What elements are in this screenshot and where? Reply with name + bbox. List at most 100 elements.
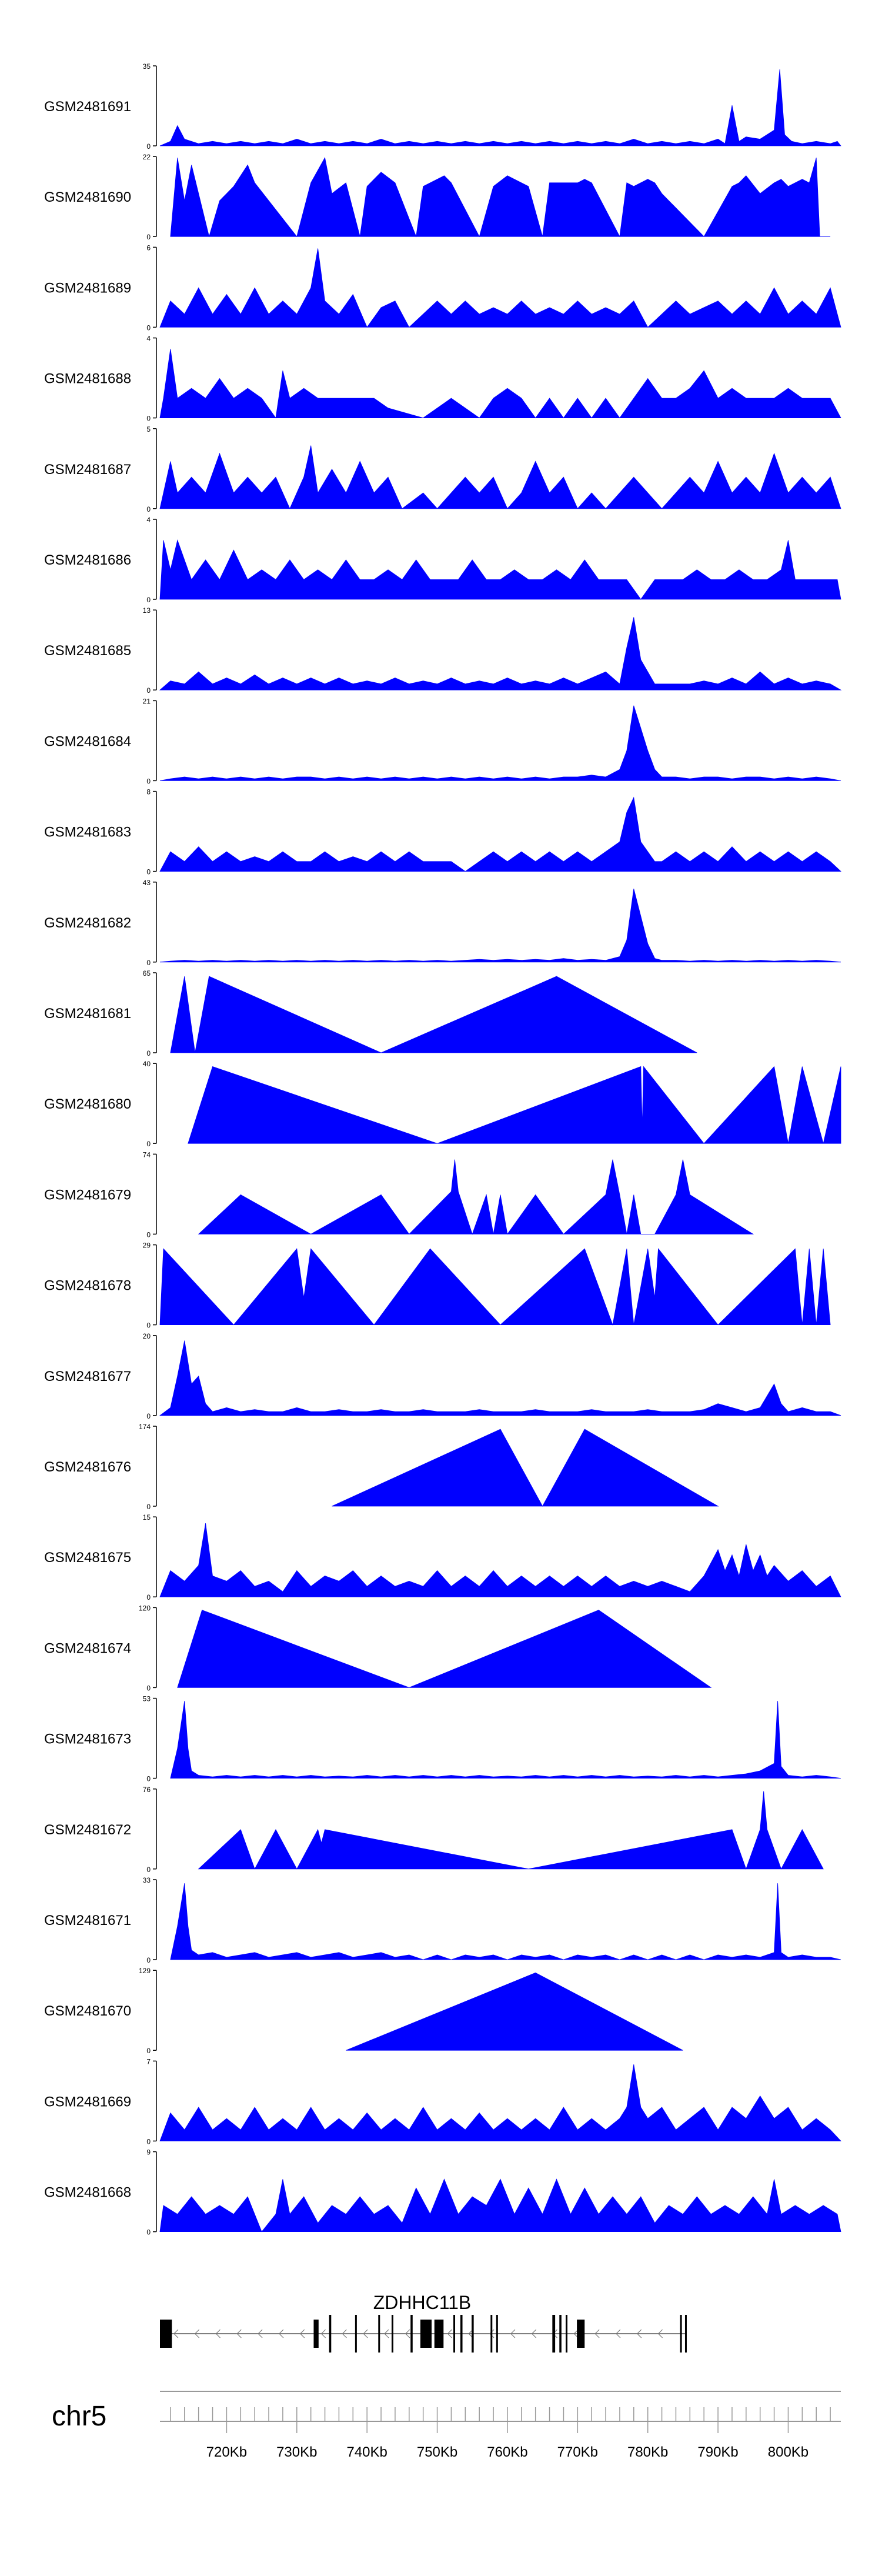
track-label: GSM2481685 <box>44 643 131 659</box>
strand-arrow <box>657 2329 663 2338</box>
strand-arrow <box>173 2329 179 2338</box>
gene-exon <box>378 2315 380 2353</box>
track-label: GSM2481689 <box>44 280 131 296</box>
x-tick-label: 760Kb <box>487 2444 527 2460</box>
gene-model <box>160 2315 687 2353</box>
track-GSM2481680: GSM2481680 40 0 <box>44 1060 841 1148</box>
y-tick-label-min: 0 <box>146 233 151 241</box>
y-tick-label-max: 20 <box>143 1332 151 1340</box>
gene-exon <box>391 2315 393 2353</box>
track-label: GSM2481674 <box>44 1640 131 1656</box>
x-tick-label: 800Kb <box>768 2444 808 2460</box>
y-tick-label-min: 0 <box>146 2228 151 2237</box>
chromosome-label: chr5 <box>52 2401 106 2432</box>
strand-arrow <box>194 2329 200 2338</box>
strand-arrow <box>594 2329 600 2338</box>
y-tick-label-max: 76 <box>143 1786 151 1794</box>
gene-exon <box>453 2315 456 2353</box>
y-tick-label-min: 0 <box>146 415 151 423</box>
track-GSM2481668: GSM2481668 9 0 <box>44 2148 841 2237</box>
coverage-area <box>170 1883 841 1960</box>
coverage-area <box>188 1066 841 1144</box>
track-GSM2481679: GSM2481679 74 0 <box>44 1150 754 1239</box>
y-tick-label-min: 0 <box>146 1049 151 1057</box>
x-tick-label: 750Kb <box>417 2444 457 2460</box>
track-label: GSM2481684 <box>44 733 131 749</box>
strand-arrow <box>510 2329 516 2338</box>
gene-exon <box>566 2315 568 2353</box>
y-tick-label-max: 9 <box>146 2148 151 2157</box>
track-GSM2481673: GSM2481673 53 0 <box>44 1695 841 1783</box>
strand-arrow <box>258 2329 263 2338</box>
coverage-area <box>159 2178 841 2233</box>
y-tick-label-max: 74 <box>143 1150 151 1159</box>
y-tick-label-max: 7 <box>146 2057 151 2066</box>
y-tick-label-min: 0 <box>146 1140 151 1148</box>
strand-arrow <box>299 2329 305 2338</box>
track-GSM2481690: GSM2481690 22 0 <box>44 153 831 241</box>
coverage-area <box>159 2064 841 2141</box>
track-GSM2481683: GSM2481683 8 0 <box>44 788 842 876</box>
gene-exon <box>559 2315 562 2353</box>
track-label: GSM2481679 <box>44 1187 131 1203</box>
track-GSM2481686: GSM2481686 4 0 <box>44 516 841 604</box>
y-tick-label-min: 0 <box>146 142 151 151</box>
y-tick-label-max: 13 <box>143 606 151 615</box>
coverage-area <box>346 1972 683 2051</box>
track-label: GSM2481671 <box>44 1913 131 1928</box>
track-GSM2481672: GSM2481672 76 0 <box>44 1786 824 1874</box>
y-tick-label-max: 29 <box>143 1242 151 1250</box>
x-tick-label: 790Kb <box>697 2444 738 2460</box>
coverage-area <box>159 445 841 509</box>
track-label: GSM2481676 <box>44 1459 131 1475</box>
track-GSM2481688: GSM2481688 4 0 <box>44 335 841 423</box>
coverage-area <box>159 705 841 781</box>
coverage-area <box>170 157 831 238</box>
strand-arrow <box>236 2329 242 2338</box>
y-tick-label-max: 22 <box>143 153 151 161</box>
coverage-area <box>159 69 841 146</box>
y-tick-label-min: 0 <box>146 1503 151 1511</box>
gene-exon <box>496 2315 498 2353</box>
y-tick-label-max: 33 <box>143 1876 151 1884</box>
coverage-tracks: GSM2481691350GSM2481690220GSM248168960GS… <box>44 62 842 2237</box>
gene-exon <box>552 2315 556 2353</box>
y-tick-label-max: 65 <box>143 969 151 977</box>
gene-model-track: ZDHHC11B <box>160 2292 687 2353</box>
y-tick-label-min: 0 <box>146 959 151 967</box>
y-tick-label-min: 0 <box>146 1593 151 1601</box>
gene-exon <box>410 2315 413 2353</box>
gene-name-label: ZDHHC11B <box>373 2292 472 2313</box>
coverage-area <box>159 248 841 328</box>
coverage-area <box>159 889 841 963</box>
track-label: GSM2481686 <box>44 552 131 568</box>
strand-arrow <box>573 2329 579 2338</box>
y-tick-label-min: 0 <box>146 686 151 695</box>
coverage-area <box>159 349 841 419</box>
y-tick-label-max: 35 <box>143 62 151 71</box>
coverage-area <box>159 617 842 690</box>
coverage-area <box>198 1159 754 1235</box>
y-tick-label-min: 0 <box>146 2137 151 2145</box>
track-label: GSM2481668 <box>44 2185 131 2201</box>
track-GSM2481685: GSM2481685 13 0 <box>44 606 842 695</box>
y-tick-label-max: 53 <box>143 1695 151 1703</box>
track-GSM2481677: GSM2481677 20 0 <box>44 1332 841 1420</box>
track-GSM2481681: GSM2481681 65 0 <box>44 969 697 1057</box>
track-label: GSM2481677 <box>44 1369 131 1384</box>
x-tick-label: 720Kb <box>206 2444 247 2460</box>
track-label: GSM2481682 <box>44 915 131 931</box>
coverage-area <box>159 1523 841 1597</box>
coverage-area <box>170 976 697 1053</box>
gene-exon <box>355 2315 357 2353</box>
y-tick-label-max: 40 <box>143 1060 151 1068</box>
gene-exon <box>313 2320 319 2348</box>
y-tick-label-min: 0 <box>146 868 151 876</box>
strand-arrow <box>279 2329 284 2338</box>
gene-exon <box>329 2315 332 2353</box>
coverage-area <box>198 1791 824 1870</box>
y-tick-label-min: 0 <box>146 596 151 604</box>
y-tick-label-min: 0 <box>146 1322 151 1330</box>
y-tick-label-min: 0 <box>146 1230 151 1239</box>
y-tick-label-max: 6 <box>146 243 151 252</box>
